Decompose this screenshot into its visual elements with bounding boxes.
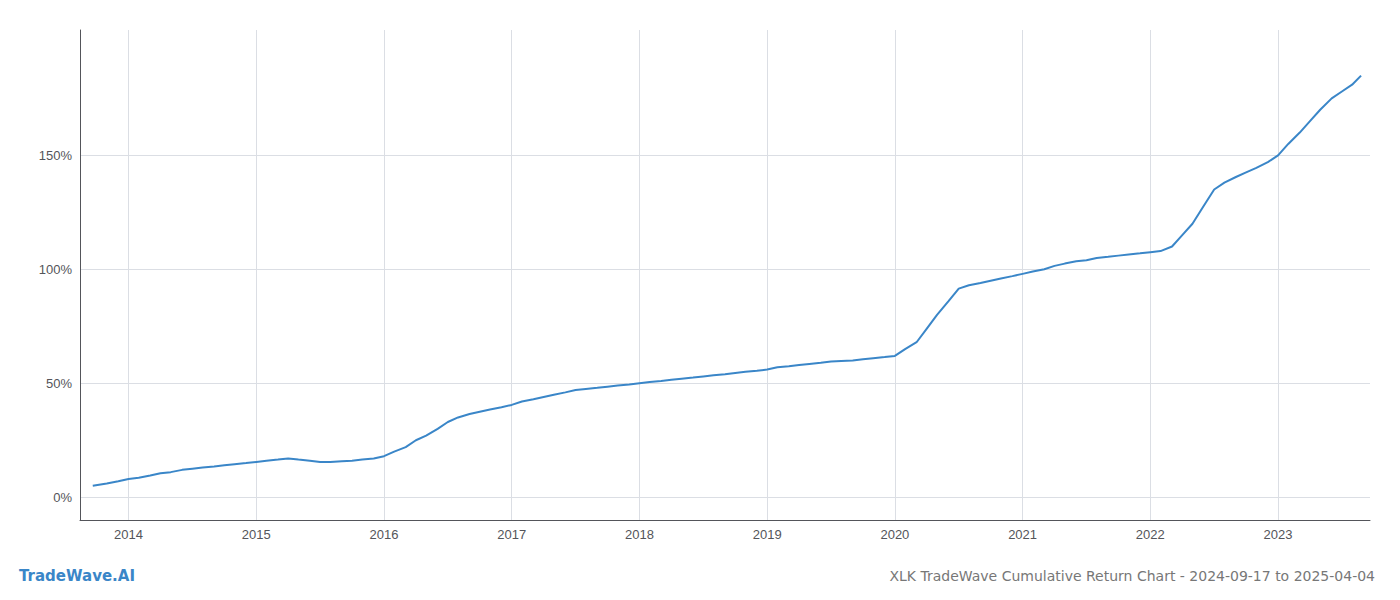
svg-text:2021: 2021: [1008, 527, 1037, 542]
svg-text:2016: 2016: [370, 527, 399, 542]
svg-text:TradeWave.AI: TradeWave.AI: [19, 567, 135, 585]
svg-text:2015: 2015: [242, 527, 271, 542]
svg-text:XLK TradeWave Cumulative Retur: XLK TradeWave Cumulative Return Chart - …: [889, 568, 1375, 584]
svg-text:100%: 100%: [39, 262, 73, 277]
svg-text:2022: 2022: [1136, 527, 1165, 542]
svg-text:2017: 2017: [497, 527, 526, 542]
svg-text:0%: 0%: [53, 490, 72, 505]
svg-text:2023: 2023: [1264, 527, 1293, 542]
svg-text:2020: 2020: [880, 527, 909, 542]
svg-text:50%: 50%: [46, 376, 72, 391]
svg-text:2014: 2014: [114, 527, 143, 542]
svg-text:2018: 2018: [625, 527, 654, 542]
svg-text:150%: 150%: [39, 148, 73, 163]
svg-text:2019: 2019: [753, 527, 782, 542]
